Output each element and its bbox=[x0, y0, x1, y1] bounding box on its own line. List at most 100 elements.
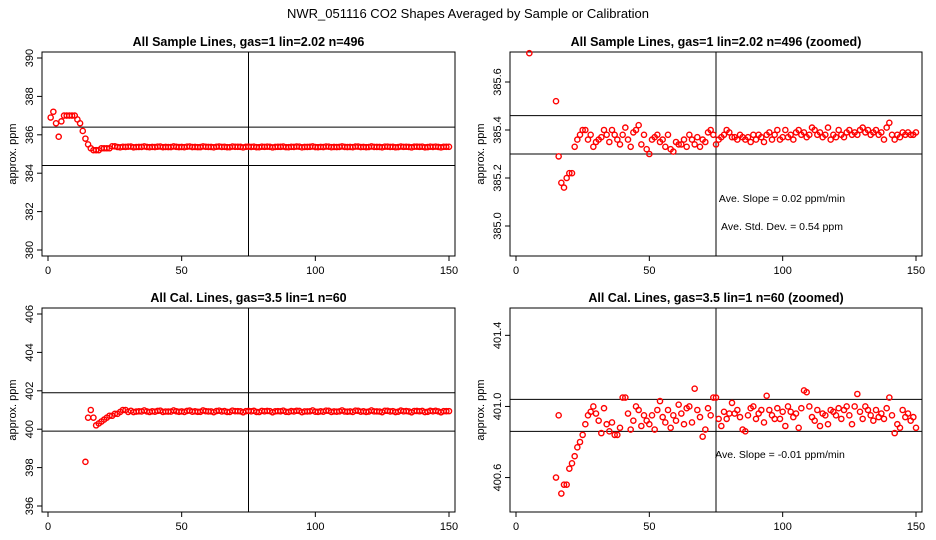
data-point bbox=[640, 131, 648, 139]
data-point bbox=[616, 141, 624, 148]
data-point bbox=[579, 126, 586, 134]
y-tick-label: 406 bbox=[24, 305, 36, 323]
data-point bbox=[667, 424, 674, 432]
data-point bbox=[568, 460, 576, 467]
data-point bbox=[872, 126, 880, 134]
data-point bbox=[608, 419, 616, 426]
data-point bbox=[678, 141, 685, 148]
data-point bbox=[776, 415, 784, 423]
data-point bbox=[571, 143, 578, 151]
data-point bbox=[606, 428, 613, 435]
y-tick-label: 401.4 bbox=[492, 322, 504, 350]
data-point bbox=[843, 403, 850, 410]
data-point bbox=[736, 413, 744, 421]
data-point bbox=[678, 410, 685, 417]
y-tick-label: 400 bbox=[24, 420, 36, 438]
data-point bbox=[576, 438, 584, 446]
data-point bbox=[792, 410, 800, 417]
data-point bbox=[635, 121, 642, 129]
data-point bbox=[608, 126, 616, 134]
data-point bbox=[58, 118, 65, 125]
data-point bbox=[840, 133, 848, 141]
data-point bbox=[552, 97, 560, 105]
data-point bbox=[84, 414, 92, 421]
data-point bbox=[824, 420, 832, 428]
chart-title: All Sample Lines, gas=1 lin=2.02 n=496 bbox=[133, 35, 365, 49]
x-tick-label: 50 bbox=[643, 265, 655, 277]
data-point bbox=[648, 412, 656, 419]
data-point bbox=[784, 403, 792, 410]
chart-title: All Cal. Lines, gas=3.5 lin=1 n=60 (zoom… bbox=[588, 291, 843, 305]
y-tick-label: 396 bbox=[24, 497, 36, 515]
data-point bbox=[688, 419, 696, 426]
data-point bbox=[782, 422, 789, 430]
chart-cal-zoomed: All Cal. Lines, gas=3.5 lin=1 n=60 (zoom… bbox=[475, 291, 925, 533]
y-axis-label: approx. ppm bbox=[475, 123, 487, 184]
data-point bbox=[50, 108, 57, 116]
data-point bbox=[68, 112, 76, 119]
data-point bbox=[600, 126, 608, 134]
data-point bbox=[55, 133, 62, 141]
data-points bbox=[47, 108, 453, 154]
data-point bbox=[710, 131, 717, 139]
data-point bbox=[584, 136, 592, 143]
data-point bbox=[766, 129, 773, 136]
data-point bbox=[92, 146, 100, 154]
data-point bbox=[555, 153, 562, 160]
data-point bbox=[758, 406, 765, 414]
data-point bbox=[726, 410, 733, 417]
x-tick-label: 150 bbox=[440, 265, 458, 277]
data-point bbox=[686, 131, 693, 139]
y-tick-label: 380 bbox=[24, 241, 36, 259]
y-axis-label: approx. ppm bbox=[7, 123, 19, 184]
data-point bbox=[624, 136, 632, 143]
data-point bbox=[827, 136, 834, 143]
data-point bbox=[574, 136, 581, 143]
data-point bbox=[571, 452, 578, 460]
data-point bbox=[670, 412, 677, 419]
data-point bbox=[590, 143, 597, 151]
data-point bbox=[880, 136, 888, 143]
data-point bbox=[750, 403, 757, 410]
data-point bbox=[616, 424, 624, 432]
chart-title: All Sample Lines, gas=1 lin=2.02 n=496 (… bbox=[571, 35, 862, 49]
data-point bbox=[646, 420, 653, 428]
data-point bbox=[848, 420, 856, 428]
x-tick-label: 50 bbox=[643, 521, 655, 533]
data-point bbox=[87, 406, 95, 414]
data-point bbox=[598, 429, 605, 437]
data-point bbox=[103, 144, 111, 152]
data-point bbox=[872, 406, 880, 414]
data-point bbox=[111, 410, 119, 418]
x-tick-label: 100 bbox=[773, 265, 791, 277]
data-point bbox=[662, 419, 669, 426]
data-point bbox=[720, 408, 728, 416]
y-tick-label: 385.6 bbox=[492, 68, 504, 96]
data-point bbox=[734, 136, 741, 143]
data-point bbox=[651, 426, 658, 433]
data-point bbox=[82, 458, 89, 466]
y-tick-label: 404 bbox=[24, 343, 36, 361]
data-point bbox=[590, 403, 597, 410]
data-point bbox=[795, 126, 802, 134]
data-point bbox=[744, 133, 752, 141]
data-point bbox=[558, 490, 565, 497]
x-tick-label: 100 bbox=[306, 521, 324, 533]
data-point bbox=[635, 406, 642, 414]
data-point bbox=[600, 404, 608, 412]
data-point bbox=[672, 417, 680, 424]
data-point bbox=[878, 410, 885, 417]
data-point bbox=[787, 408, 794, 416]
data-point bbox=[611, 131, 618, 139]
data-point bbox=[79, 127, 87, 135]
data-point bbox=[699, 433, 706, 440]
data-point bbox=[686, 403, 693, 410]
data-point bbox=[696, 143, 704, 151]
data-point bbox=[106, 412, 113, 420]
data-point bbox=[886, 394, 893, 401]
data-point bbox=[880, 415, 888, 423]
y-tick-label: 398 bbox=[24, 458, 36, 476]
data-point bbox=[552, 474, 560, 481]
data-point bbox=[814, 406, 821, 414]
data-point bbox=[76, 119, 84, 127]
